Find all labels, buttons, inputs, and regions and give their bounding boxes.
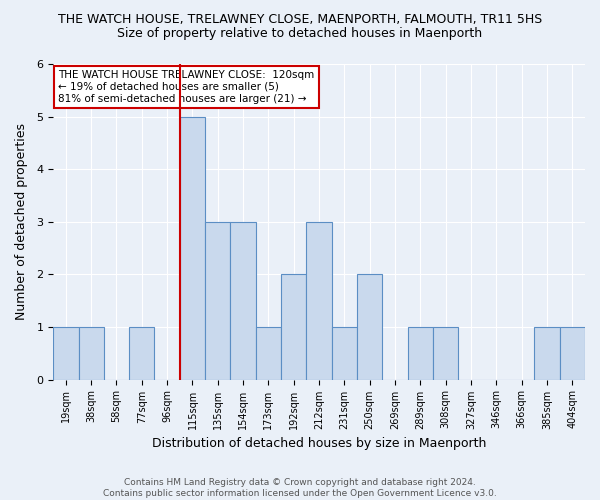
Bar [281, 274, 307, 380]
Text: Contains HM Land Registry data © Crown copyright and database right 2024.
Contai: Contains HM Land Registry data © Crown c… [103, 478, 497, 498]
Bar [230, 222, 256, 380]
Text: THE WATCH HOUSE TRELAWNEY CLOSE:  120sqm
← 19% of detached houses are smaller (5: THE WATCH HOUSE TRELAWNEY CLOSE: 120sqm … [58, 70, 315, 104]
X-axis label: Distribution of detached houses by size in Maenporth: Distribution of detached houses by size … [152, 437, 486, 450]
Bar [357, 274, 382, 380]
Bar [180, 116, 205, 380]
Bar [408, 327, 433, 380]
Text: Size of property relative to detached houses in Maenporth: Size of property relative to detached ho… [118, 28, 482, 40]
Bar [205, 222, 230, 380]
Text: THE WATCH HOUSE, TRELAWNEY CLOSE, MAENPORTH, FALMOUTH, TR11 5HS: THE WATCH HOUSE, TRELAWNEY CLOSE, MAENPO… [58, 12, 542, 26]
Bar [332, 327, 357, 380]
Bar [560, 327, 585, 380]
Bar [535, 327, 560, 380]
Bar [256, 327, 281, 380]
Bar [79, 327, 104, 380]
Bar [307, 222, 332, 380]
Bar [53, 327, 79, 380]
Bar [129, 327, 154, 380]
Bar [433, 327, 458, 380]
Y-axis label: Number of detached properties: Number of detached properties [15, 124, 28, 320]
